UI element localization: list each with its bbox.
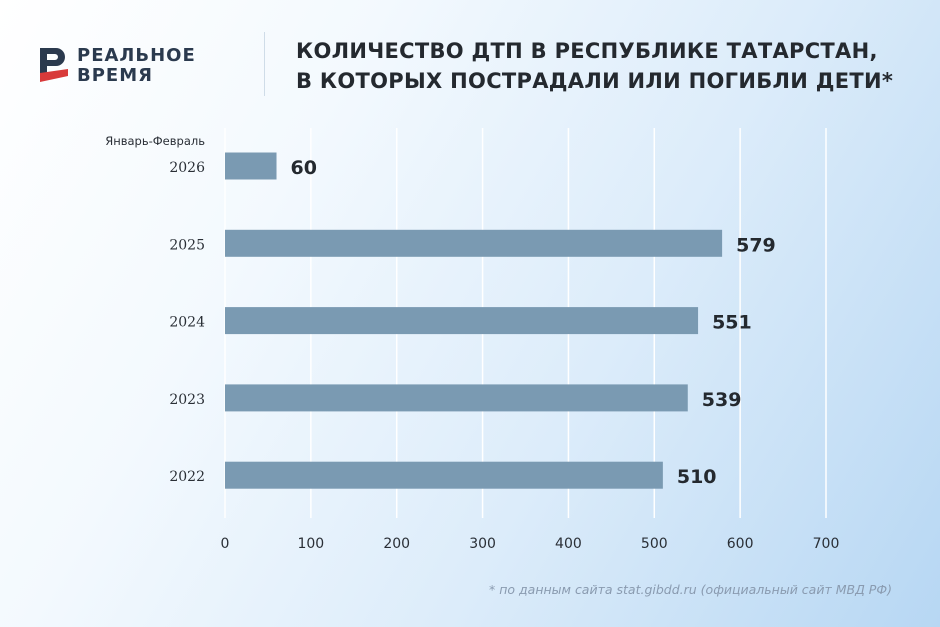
x-tick-label: 500 — [641, 536, 668, 552]
x-tick-label: 200 — [383, 536, 410, 552]
x-tick-label: 600 — [727, 536, 754, 552]
x-tick-label: 300 — [469, 536, 496, 552]
x-tick-label: 0 — [221, 536, 230, 552]
y-category-label: 2025 — [169, 237, 205, 253]
y-category-note: Январь-Февраль — [105, 134, 205, 148]
y-category-label: 2024 — [169, 315, 205, 331]
bar — [225, 307, 699, 335]
bar-value-label: 579 — [736, 234, 776, 256]
y-category-label: 2026 — [169, 160, 205, 176]
brand-name-line2: ВРЕМЯ — [77, 65, 153, 86]
source-footnote: * по данным сайта stat.gibdd.ru (официал… — [489, 582, 892, 597]
chart-title: КОЛИЧЕСТВО ДТП В РЕСПУБЛИКЕ ТАТАРСТАН, В… — [296, 36, 926, 96]
bar — [225, 461, 663, 489]
x-tick-label: 700 — [813, 536, 840, 552]
y-category-label: 2023 — [169, 392, 205, 408]
header-divider — [264, 32, 265, 96]
brand-logo-icon — [40, 48, 68, 82]
brand-name-line1: РЕАЛЬНОЕ — [77, 45, 196, 66]
x-tick-label: 100 — [297, 536, 324, 552]
y-category-label: 2022 — [169, 469, 205, 485]
bar-value-label: 551 — [712, 312, 752, 334]
x-tick-label: 400 — [555, 536, 582, 552]
bar — [225, 152, 277, 180]
chart-title-line-2: В КОТОРЫХ ПОСТРАДАЛИ ИЛИ ПОГИБЛИ ДЕТИ* — [296, 69, 894, 93]
bar — [225, 384, 688, 412]
bar — [225, 229, 723, 257]
bar-value-label: 539 — [702, 389, 742, 411]
bar-value-label: 60 — [291, 157, 317, 179]
brand-logo: РЕАЛЬНОЕ ВРЕМЯ — [38, 46, 208, 88]
chart-title-line-1: КОЛИЧЕСТВО ДТП В РЕСПУБЛИКЕ ТАТАРСТАН, — [296, 39, 878, 63]
bar-value-label: 510 — [677, 466, 717, 488]
